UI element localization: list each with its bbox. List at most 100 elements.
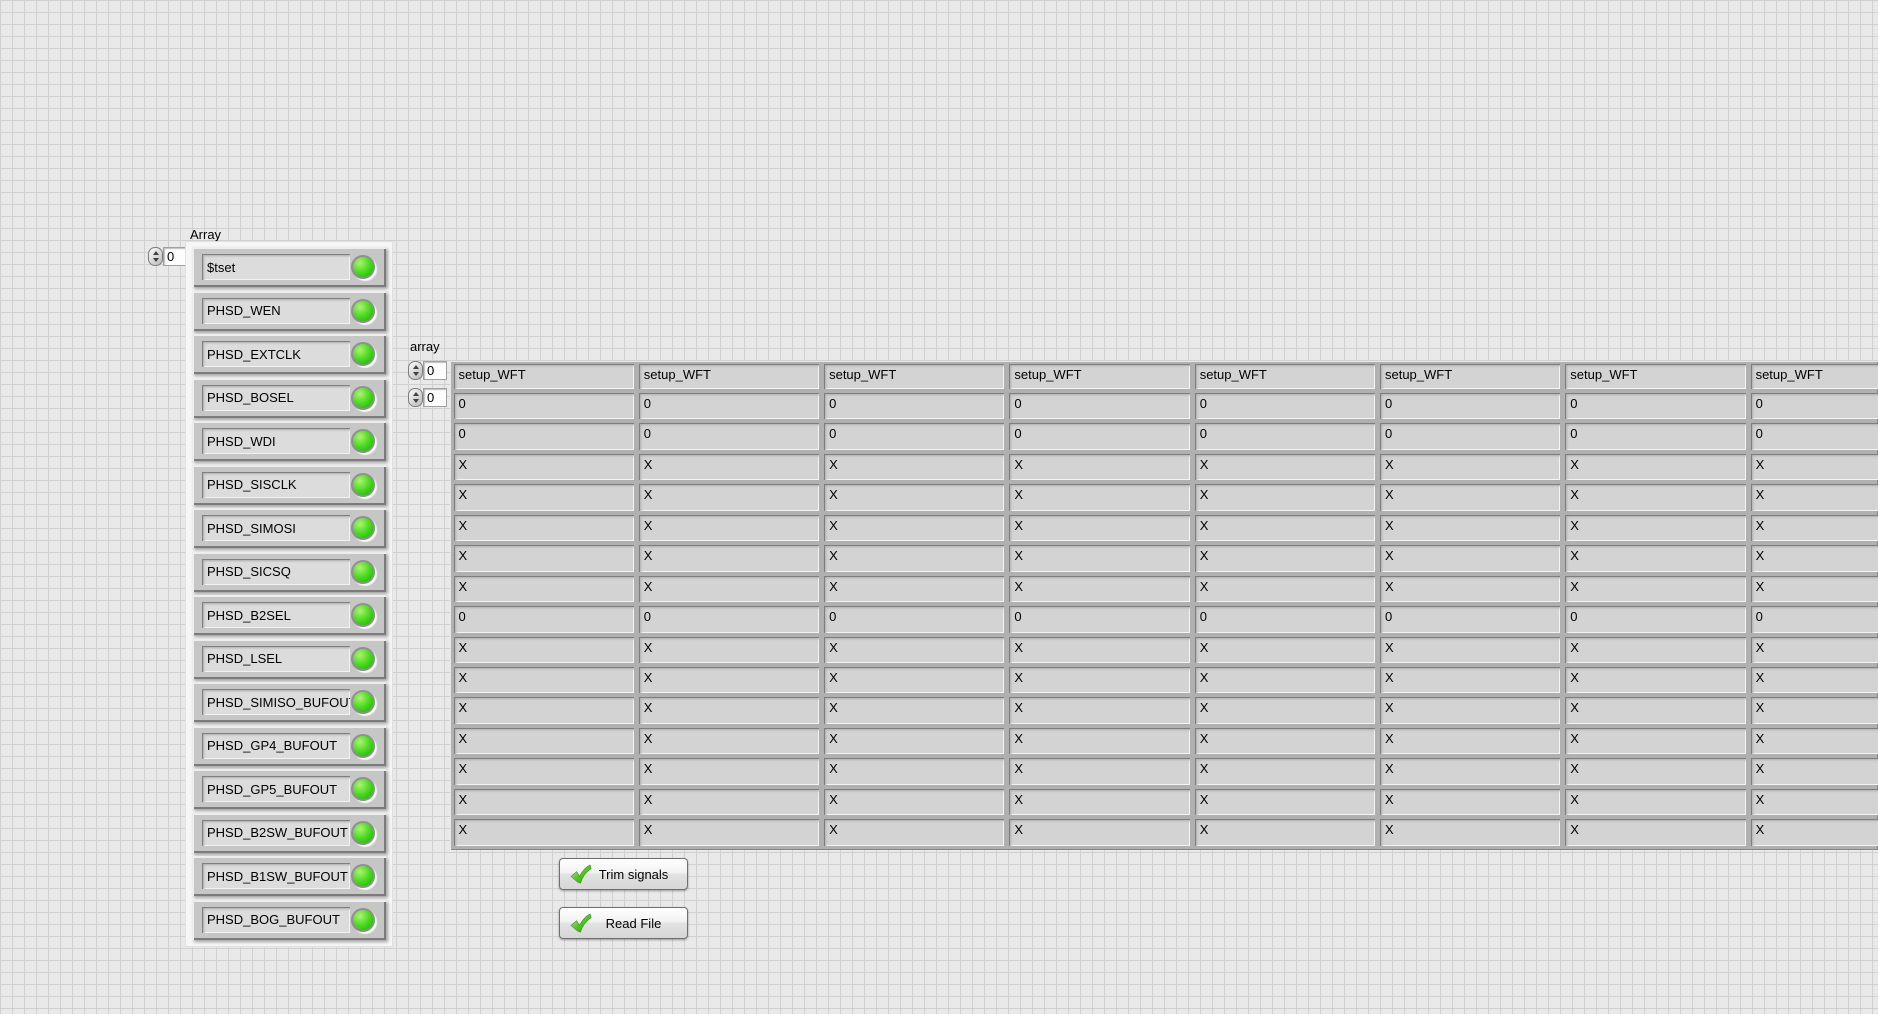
- spinner-down-icon[interactable]: [412, 372, 419, 376]
- table-cell[interactable]: X: [1379, 484, 1561, 511]
- table-cell[interactable]: X: [1750, 788, 1878, 816]
- spinner-up-icon[interactable]: [412, 365, 419, 369]
- table-cell[interactable]: X: [638, 453, 820, 481]
- table-cell[interactable]: X: [638, 545, 820, 572]
- signal-name-field[interactable]: PHSD_BOG_BUFOUT: [202, 906, 350, 933]
- table-cell[interactable]: X: [453, 697, 634, 724]
- table-cell[interactable]: X: [1750, 758, 1878, 785]
- table-cell[interactable]: 0: [1009, 393, 1190, 420]
- table-cell[interactable]: X: [1009, 758, 1190, 785]
- table-cell[interactable]: 0: [453, 423, 634, 450]
- table-cell[interactable]: X: [1565, 545, 1746, 572]
- table-cell[interactable]: X: [1565, 575, 1746, 603]
- table-cell[interactable]: X: [1565, 758, 1746, 785]
- table-cell[interactable]: X: [638, 636, 820, 663]
- table-cell[interactable]: X: [453, 758, 634, 785]
- trim-signals-button[interactable]: Trim signals: [559, 858, 688, 890]
- table-cell[interactable]: X: [1750, 727, 1878, 755]
- table-cell[interactable]: X: [1565, 819, 1746, 846]
- table-cell[interactable]: X: [453, 453, 634, 481]
- table-cell[interactable]: X: [1194, 514, 1375, 542]
- table-cell[interactable]: X: [1750, 514, 1878, 542]
- table-cell[interactable]: X: [638, 697, 820, 724]
- table-cell[interactable]: X: [453, 484, 634, 511]
- table-cell[interactable]: X: [824, 545, 1005, 572]
- table-cell[interactable]: X: [1194, 697, 1375, 724]
- table-cell[interactable]: X: [1750, 545, 1878, 572]
- table-cell[interactable]: X: [1194, 575, 1375, 603]
- table-cell[interactable]: X: [453, 575, 634, 603]
- table-cell[interactable]: X: [638, 819, 820, 846]
- table-cell[interactable]: 0: [824, 606, 1005, 633]
- table-cell[interactable]: X: [1750, 697, 1878, 724]
- table-cell[interactable]: X: [1009, 697, 1190, 724]
- signal-name-field[interactable]: PHSD_EXTCLK: [202, 341, 350, 367]
- table-header-cell[interactable]: setup_WFT: [1750, 364, 1878, 389]
- table-cell[interactable]: X: [453, 788, 634, 816]
- table-cell[interactable]: 0: [1194, 606, 1375, 633]
- table-cell[interactable]: X: [1565, 788, 1746, 816]
- table-cell[interactable]: X: [1379, 727, 1561, 755]
- wft-col-index-spinner[interactable]: [408, 388, 423, 407]
- signal-name-field[interactable]: PHSD_GP4_BUFOUT: [202, 732, 350, 759]
- signal-name-field[interactable]: PHSD_SICSQ: [202, 558, 350, 585]
- table-cell[interactable]: X: [453, 666, 634, 694]
- table-cell[interactable]: 0: [1750, 606, 1878, 633]
- table-cell[interactable]: X: [1750, 666, 1878, 694]
- table-cell[interactable]: X: [824, 697, 1005, 724]
- table-cell[interactable]: X: [1565, 697, 1746, 724]
- table-cell[interactable]: X: [453, 727, 634, 755]
- table-cell[interactable]: X: [824, 727, 1005, 755]
- signal-name-field[interactable]: PHSD_SIMOSI: [202, 515, 350, 541]
- table-cell[interactable]: X: [638, 758, 820, 785]
- table-cell[interactable]: 0: [1379, 606, 1561, 633]
- table-cell[interactable]: 0: [1565, 393, 1746, 420]
- table-cell[interactable]: X: [1750, 484, 1878, 511]
- signal-array-index-field[interactable]: 0: [163, 247, 187, 266]
- signal-name-field[interactable]: PHSD_GP5_BUFOUT: [202, 776, 350, 802]
- spinner-up-icon[interactable]: [152, 251, 159, 255]
- table-cell[interactable]: 0: [1565, 423, 1746, 450]
- table-cell[interactable]: X: [1194, 666, 1375, 694]
- table-cell[interactable]: 0: [638, 393, 820, 420]
- table-cell[interactable]: X: [824, 788, 1005, 816]
- table-cell[interactable]: X: [453, 819, 634, 846]
- table-cell[interactable]: X: [1379, 758, 1561, 785]
- wft-row-index-spinner[interactable]: [408, 361, 423, 380]
- table-cell[interactable]: X: [1194, 484, 1375, 511]
- table-cell[interactable]: X: [1565, 727, 1746, 755]
- table-cell[interactable]: X: [1009, 545, 1190, 572]
- signal-name-field[interactable]: PHSD_BOSEL: [202, 384, 350, 411]
- table-cell[interactable]: 0: [1194, 423, 1375, 450]
- table-cell[interactable]: X: [1009, 727, 1190, 755]
- table-cell[interactable]: 0: [638, 423, 820, 450]
- table-cell[interactable]: X: [1379, 575, 1561, 603]
- signal-name-field[interactable]: PHSD_SIMISO_BUFOUT: [202, 689, 350, 715]
- table-cell[interactable]: X: [1750, 819, 1878, 846]
- table-cell[interactable]: X: [1009, 453, 1190, 481]
- wft-col-index-field[interactable]: 0: [423, 388, 447, 407]
- table-cell[interactable]: X: [1565, 453, 1746, 481]
- table-cell[interactable]: X: [453, 514, 634, 542]
- table-cell[interactable]: X: [1194, 545, 1375, 572]
- table-cell[interactable]: X: [1009, 819, 1190, 846]
- spinner-down-icon[interactable]: [152, 258, 159, 262]
- signal-name-field[interactable]: PHSD_WDI: [202, 428, 350, 454]
- table-cell[interactable]: X: [824, 666, 1005, 694]
- table-cell[interactable]: 0: [453, 393, 634, 420]
- spinner-down-icon[interactable]: [412, 399, 419, 403]
- table-cell[interactable]: X: [1009, 666, 1190, 694]
- table-cell[interactable]: 0: [1009, 606, 1190, 633]
- table-cell[interactable]: 0: [824, 423, 1005, 450]
- table-cell[interactable]: 0: [638, 606, 820, 633]
- signal-name-field[interactable]: PHSD_B2SW_BUFOUT: [202, 819, 350, 846]
- table-cell[interactable]: 0: [1009, 423, 1190, 450]
- table-cell[interactable]: 0: [1750, 393, 1878, 420]
- table-cell[interactable]: X: [1750, 636, 1878, 663]
- table-cell[interactable]: X: [824, 575, 1005, 603]
- table-cell[interactable]: X: [638, 575, 820, 603]
- table-cell[interactable]: X: [1379, 788, 1561, 816]
- table-cell[interactable]: X: [1565, 636, 1746, 663]
- table-cell[interactable]: X: [1379, 514, 1561, 542]
- table-cell[interactable]: X: [638, 788, 820, 816]
